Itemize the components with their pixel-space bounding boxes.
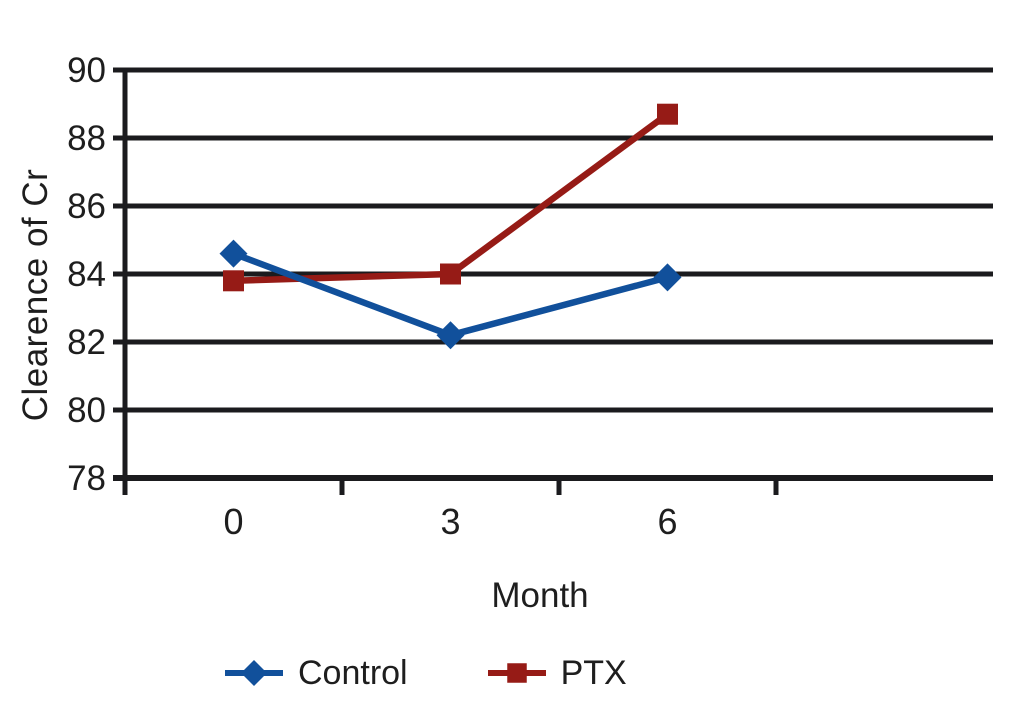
svg-text:6: 6: [657, 501, 677, 542]
svg-text:78: 78: [67, 459, 106, 498]
legend-item-ptx: PTX: [487, 653, 627, 693]
control-diamond-marker-icon: [225, 660, 283, 686]
legend: Control PTX: [225, 653, 627, 693]
svg-text:82: 82: [67, 323, 106, 362]
svg-text:90: 90: [67, 51, 106, 90]
legend-item-control: Control: [225, 654, 408, 693]
svg-text:0: 0: [223, 501, 243, 542]
y-axis-title: Clearence of Cr: [16, 168, 55, 422]
x-axis-title: Month: [491, 576, 589, 615]
svg-text:84: 84: [67, 255, 106, 294]
legend-label-ptx: PTX: [560, 653, 627, 692]
ptx-square-marker-icon: [487, 663, 546, 683]
svg-text:86: 86: [67, 187, 106, 226]
legend-label-control: Control: [298, 653, 408, 692]
svg-text:88: 88: [67, 119, 106, 158]
svg-text:3: 3: [440, 501, 460, 542]
svg-text:80: 80: [67, 391, 106, 430]
